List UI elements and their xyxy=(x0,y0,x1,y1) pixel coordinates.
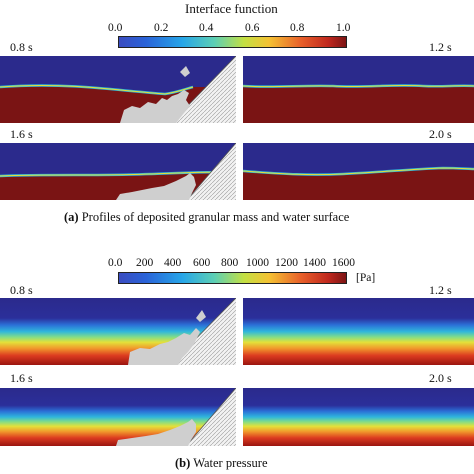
pressure-tick-label: 1600 xyxy=(332,257,355,269)
pressure-tick-label: 200 xyxy=(136,257,154,269)
pressure-tick-label: 0.0 xyxy=(108,257,123,269)
pressure-panel-1.6s xyxy=(0,388,236,446)
interface-panel-1.2s xyxy=(243,56,474,123)
pressure-tick-label: 1000 xyxy=(246,257,269,269)
time-label-b-0.8s: 0.8 s xyxy=(10,283,33,297)
time-label-b-1.6s: 1.6 s xyxy=(10,371,33,385)
interface-tick-label: 0.2 xyxy=(154,22,169,34)
pressure-panel-1.2s xyxy=(243,298,474,365)
interface-tick-label: 0.6 xyxy=(245,22,260,34)
pressure-tick-label: 1400 xyxy=(303,257,326,269)
interface-tick-label: 0.8 xyxy=(290,22,305,34)
interface-tick-label: 0.4 xyxy=(199,22,214,34)
caption-b-letter: (b) xyxy=(175,456,191,470)
caption-a-text: Profiles of deposited granular mass and … xyxy=(81,210,350,224)
time-label-b-2.0s: 2.0 s xyxy=(429,371,452,385)
caption-b: (b) Water pressure xyxy=(175,456,268,471)
pressure-tick-label: 800 xyxy=(221,257,239,269)
interface-panel-0.8s xyxy=(0,56,236,123)
interface-panel-2.0s xyxy=(243,143,474,200)
pressure-colorbar xyxy=(118,272,347,284)
pressure-tick-label: 1200 xyxy=(275,257,298,269)
pressure-unit-label: [Pa] xyxy=(356,272,376,284)
time-label-a-1.6s: 1.6 s xyxy=(10,127,33,141)
interface-tick-label: 0.0 xyxy=(108,22,123,34)
caption-a-letter: (a) xyxy=(64,210,79,224)
pressure-panel-0.8s xyxy=(0,298,236,365)
interface-panel-1.6s xyxy=(0,143,236,200)
caption-a: (a) Profiles of deposited granular mass … xyxy=(64,210,349,225)
interface-tick-label: 1.0 xyxy=(336,22,351,34)
time-label-b-1.2s: 1.2 s xyxy=(429,283,452,297)
pressure-tick-label: 400 xyxy=(164,257,182,269)
time-label-a-0.8s: 0.8 s xyxy=(10,40,33,54)
interface-function-title: Interface function xyxy=(185,1,278,16)
interface-colorbar xyxy=(118,36,347,48)
caption-b-text: Water pressure xyxy=(193,456,268,470)
time-label-a-2.0s: 2.0 s xyxy=(429,127,452,141)
time-label-a-1.2s: 1.2 s xyxy=(429,40,452,54)
pressure-tick-label: 600 xyxy=(193,257,211,269)
pressure-panel-2.0s xyxy=(243,388,474,446)
